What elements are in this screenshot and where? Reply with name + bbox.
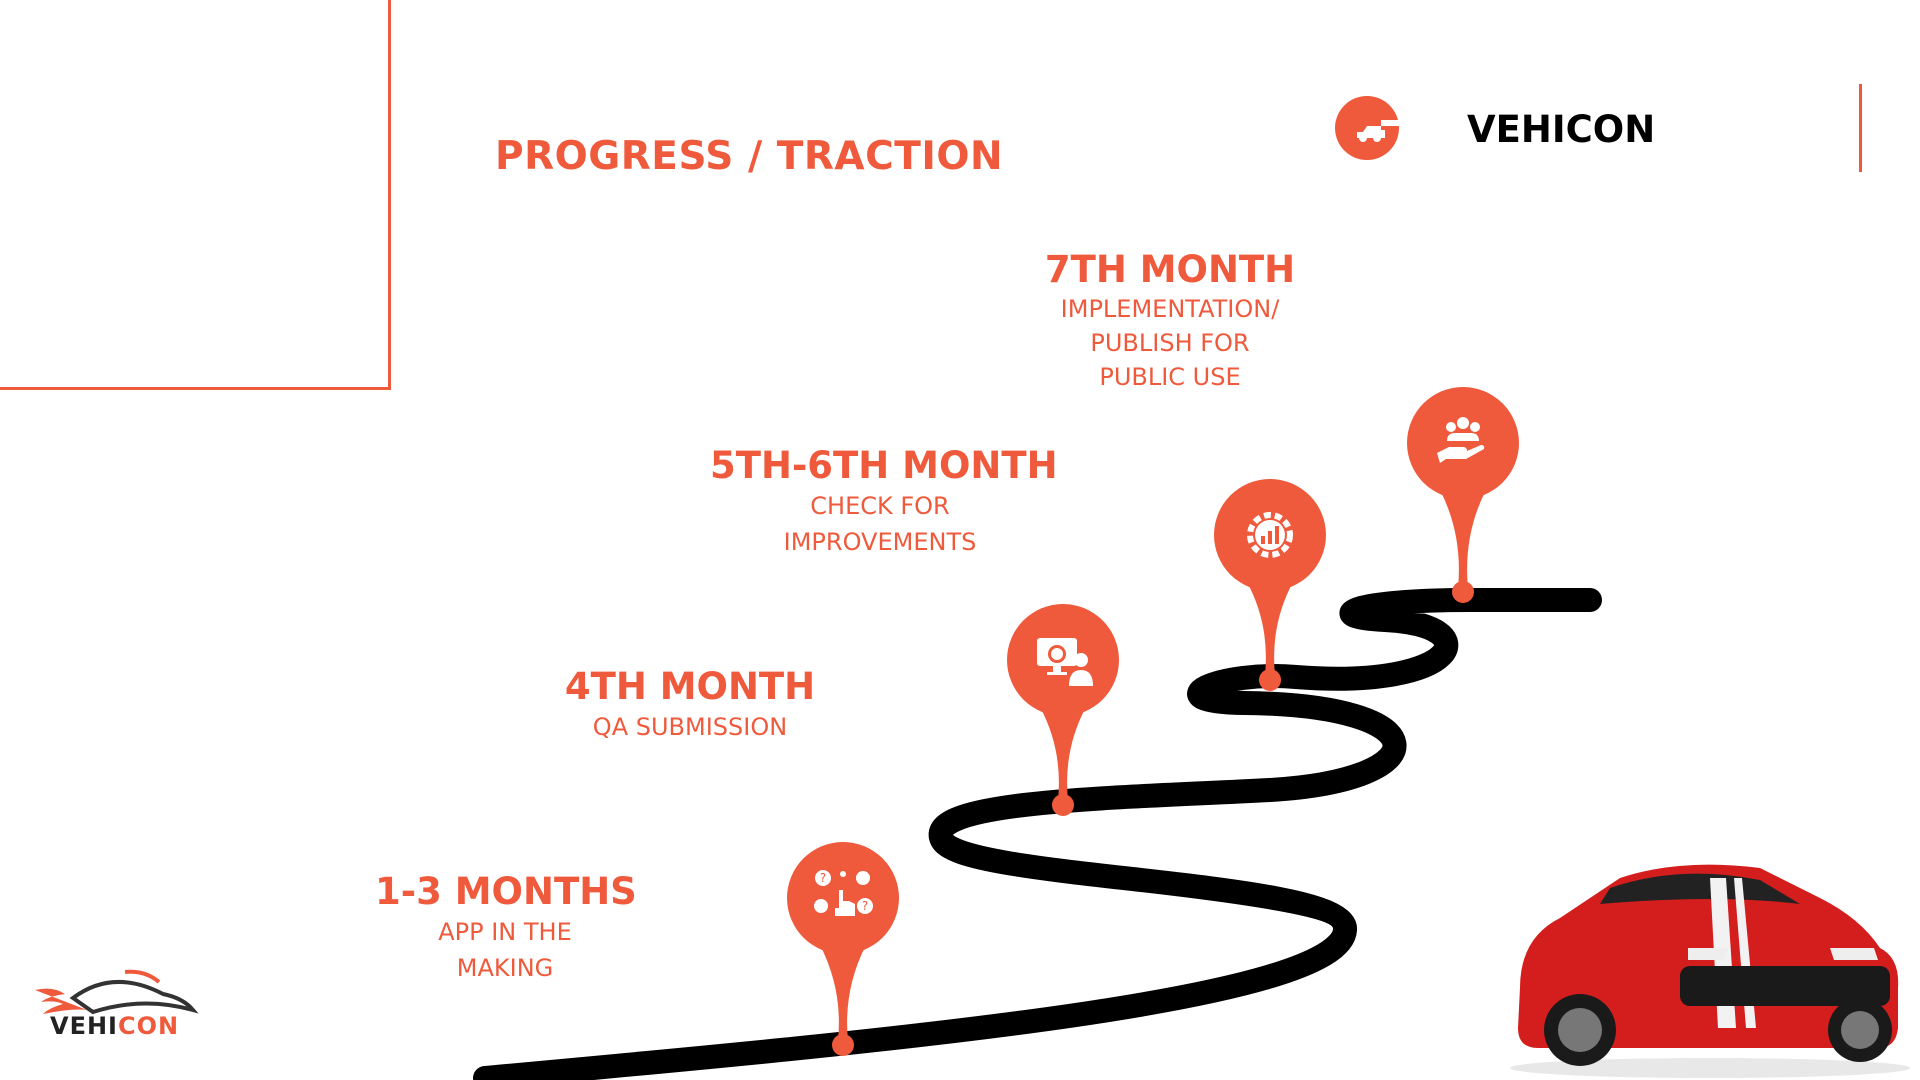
milestone-2: 4TH MONTH QA SUBMISSION xyxy=(540,665,840,745)
right-divider-line xyxy=(1859,84,1862,172)
milestone-description-line: APP IN THE xyxy=(438,918,572,946)
milestone-heading: 1-3 MONTHS xyxy=(375,870,637,913)
car-badge-icon xyxy=(1335,96,1399,160)
red-sports-car-image xyxy=(1510,864,1910,1078)
milestone-description-line: PUBLIC USE xyxy=(1099,363,1241,391)
slide-title: PROGRESS / TRACTION xyxy=(495,134,1004,179)
milestone-heading: 4TH MONTH xyxy=(564,665,816,708)
milestone-description-line: MAKING xyxy=(456,954,554,982)
svg-text:?: ? xyxy=(820,871,826,885)
pin-4 xyxy=(1407,387,1519,603)
milestone-4: 7TH MONTH IMPLEMENTATION/ PUBLISH FOR PU… xyxy=(1030,248,1310,394)
milestone-description-line: QA SUBMISSION xyxy=(592,713,788,741)
logo-text-part1: VEHI xyxy=(50,1012,118,1040)
milestone-3: 5TH-6TH MONTH CHECK FOR IMPROVEMENTS xyxy=(710,444,1058,560)
question-hand-icon: ? ? xyxy=(814,870,873,916)
milestone-heading: 7TH MONTH xyxy=(1044,248,1296,291)
frame-corner-decoration xyxy=(0,0,391,390)
milestone-description-line: IMPLEMENTATION/ xyxy=(1060,295,1280,323)
milestone-description-line: PUBLISH FOR xyxy=(1090,329,1250,357)
hand-people-icon xyxy=(1437,417,1485,463)
milestone-description-line: CHECK FOR xyxy=(810,492,950,520)
milestone-1: 1-3 MONTHS APP IN THE MAKING xyxy=(375,870,637,986)
milestone-description-line: IMPROVEMENTS xyxy=(783,528,977,556)
brand-name: VEHICON xyxy=(1467,108,1656,151)
gear-chart-icon xyxy=(1247,512,1293,558)
logo-wordmark: VEHICON xyxy=(50,1012,179,1040)
milestone-heading: 5TH-6TH MONTH xyxy=(710,444,1058,487)
vehicon-logo-icon xyxy=(35,969,199,1015)
logo-text-part2: CON xyxy=(117,1012,180,1040)
monitor-user-icon xyxy=(1037,638,1093,686)
svg-text:?: ? xyxy=(862,899,868,913)
